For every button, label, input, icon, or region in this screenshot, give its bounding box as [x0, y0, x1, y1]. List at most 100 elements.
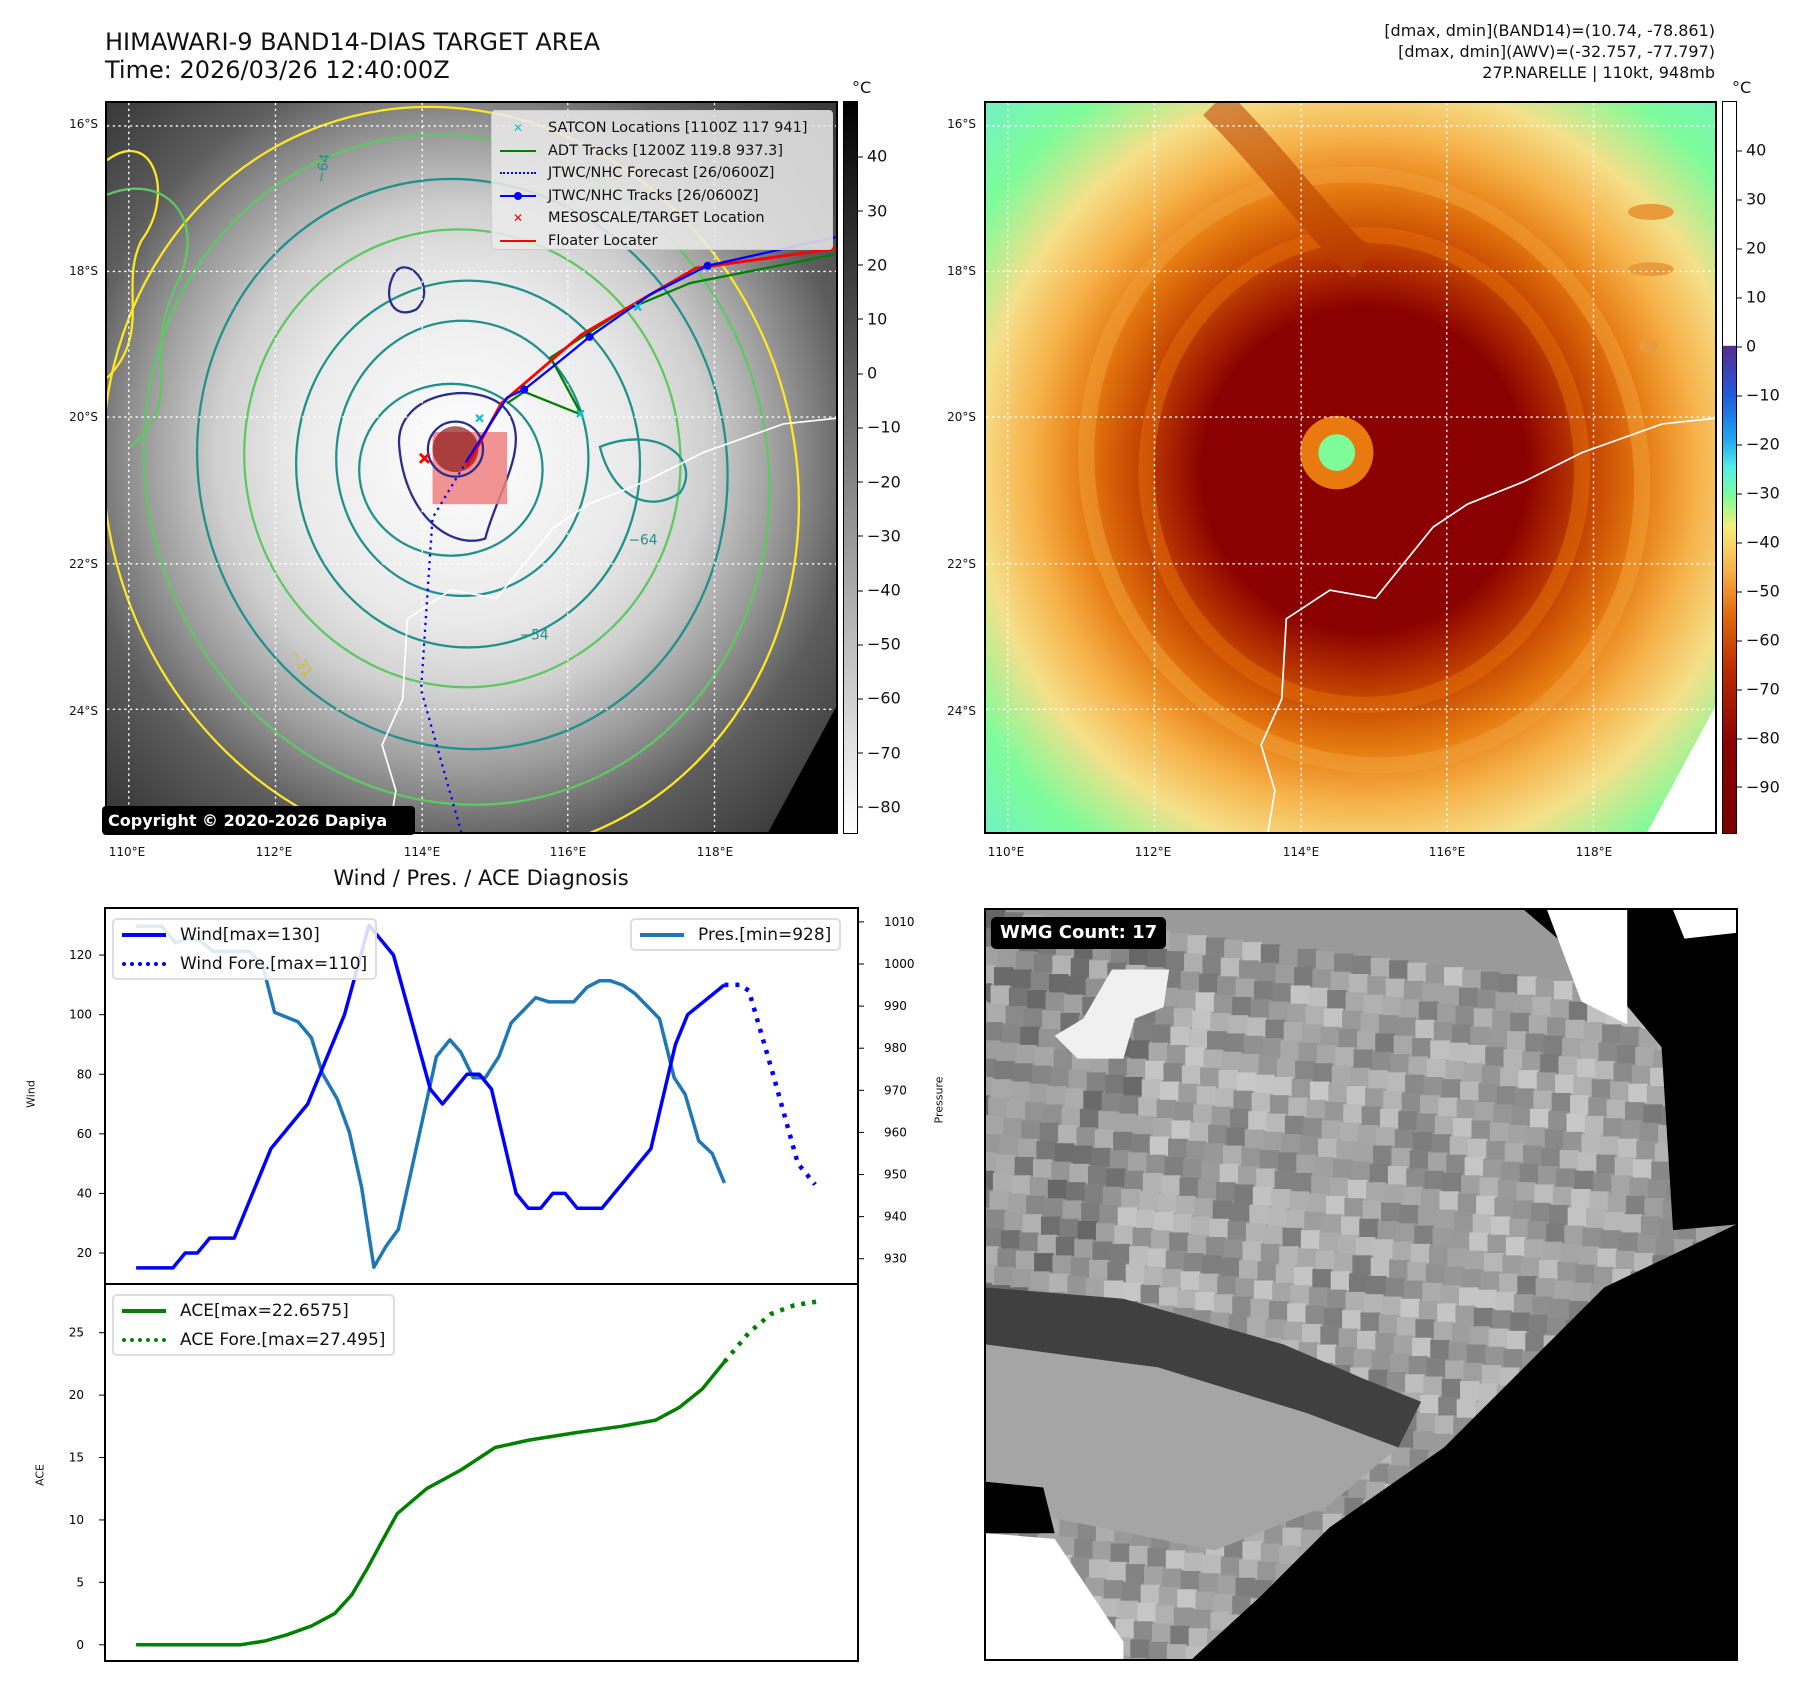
wmg-pixel [997, 1248, 1017, 1268]
lat-label: 22°S [69, 557, 98, 571]
wmg-pixel [1195, 992, 1216, 1012]
wmg-pixel [1226, 1127, 1246, 1147]
wmg-pixel [1485, 1047, 1505, 1067]
wmg-pixel [1265, 1319, 1285, 1339]
wmg-pixel [1197, 1179, 1218, 1200]
wmg-pixel [986, 1264, 996, 1284]
wind-tick-label: 60 [77, 1127, 92, 1141]
awv-colorbar-unit: °C [1732, 78, 1752, 97]
wmg-pixel [1398, 1111, 1418, 1131]
wmg-pixel [1365, 1088, 1385, 1108]
wmg-pixel [1438, 1397, 1458, 1417]
graticule [986, 103, 1715, 832]
wmg-pixel [1316, 1344, 1337, 1364]
wmg-pixel [1000, 1230, 1021, 1250]
wmg-pixel [1232, 1296, 1252, 1316]
wmg-pixel [1228, 1314, 1249, 1335]
wmg-pixel [1079, 1108, 1100, 1129]
legend-item-wind-forecast: Wind Fore.[max=110] [114, 949, 375, 978]
wmg-pixel [1200, 1067, 1220, 1088]
wmg-pixel [1174, 1102, 1195, 1122]
wmg-pixel [1515, 1088, 1535, 1108]
wmg-pixel [1168, 1138, 1188, 1159]
wmg-pixel [1140, 1285, 1161, 1305]
wmg-pixel [1518, 1070, 1538, 1090]
wmg-pixel [1584, 1115, 1605, 1136]
wmg-pixel [1059, 1518, 1079, 1538]
wmg-pixel [1280, 1040, 1300, 1060]
wmg-pixel [1458, 1287, 1479, 1307]
wmg-pixel [1271, 1189, 1291, 1209]
wmg-pixel [1145, 1060, 1165, 1081]
wmg-pixel [1370, 958, 1391, 978]
wmg-pixel [1371, 1351, 1392, 1371]
wmg-pixel [1308, 987, 1329, 1008]
wmg-pixel [1478, 1383, 1498, 1403]
wmg-pixel [1223, 1145, 1243, 1166]
wmg-pixel [1180, 1570, 1201, 1591]
wmg-pixel [1149, 1136, 1170, 1156]
wmg-pixel [1255, 1074, 1275, 1095]
wmg-pixel [1283, 1022, 1304, 1042]
wmg-pixel [1169, 1232, 1189, 1252]
legend-label: Pres.[min=928] [698, 924, 832, 945]
wmg-pixel [1011, 1175, 1031, 1195]
wmg-pixel [1533, 1090, 1553, 1111]
colorbar-tick-label: 30 [857, 201, 888, 221]
wmg-pixel [1021, 1120, 1041, 1140]
coastline [1260, 417, 1715, 832]
wmg-pixel [1257, 1262, 1277, 1282]
wmg-pixel [1651, 1161, 1671, 1182]
wmg-pixel [1632, 1159, 1653, 1179]
wmg-pixel [986, 1076, 993, 1097]
wmg-pixel [1147, 1548, 1167, 1568]
wmg-pixel [1636, 1140, 1656, 1161]
wmg-pixel [1338, 1328, 1359, 1348]
wmg-pixel [1444, 1266, 1464, 1287]
wmg-pixel [1170, 1625, 1190, 1646]
wmg-pixel [999, 1136, 1020, 1156]
wmg-pixel [1031, 1065, 1052, 1085]
wmg-pixel [1495, 1291, 1516, 1312]
wmg-pixel [1065, 1088, 1085, 1108]
wmg-pixel [1401, 1092, 1422, 1113]
wmg-pixel [1629, 1177, 1649, 1198]
wmg-pixel [986, 1115, 1005, 1136]
wmg-pixel [1161, 1175, 1181, 1195]
dotted-line-swatch [122, 1337, 166, 1342]
wmg-pixel [1213, 994, 1234, 1015]
lon-label: 116°E [1428, 845, 1466, 859]
wmg-pixel [1647, 1179, 1668, 1200]
wmg-pixel [1243, 1035, 1264, 1056]
wmg-pixel [1122, 1582, 1142, 1602]
wmg-pixel [1440, 985, 1461, 1005]
ace-legend: ACE[max=22.6575] ACE Fore.[max=27.495] [112, 1294, 396, 1356]
ace-line [136, 1360, 726, 1647]
legend-item: ✕ MESOSCALE/TARGET Location [500, 207, 765, 229]
colorbar-tick-label: −50 [1737, 581, 1780, 601]
wmg-pixel [1390, 1353, 1410, 1374]
wmg-pixel [1342, 1010, 1362, 1031]
wmg-pixel [1417, 1207, 1438, 1227]
wmg-pixel [1473, 1307, 1494, 1328]
wmg-pixel [1510, 1312, 1530, 1332]
wmg-pixel [1425, 964, 1446, 985]
wmg-pixel [1110, 944, 1131, 964]
wmg-pixel [1107, 1561, 1127, 1582]
wmg-pixel [1389, 1259, 1409, 1280]
wmg-pixel [1462, 1269, 1482, 1289]
wmg-pixel [1407, 1262, 1427, 1282]
wmg-pixel [1210, 1012, 1230, 1033]
wmg-pixel [1462, 969, 1482, 989]
wmg-pixel [1419, 1394, 1440, 1415]
wmg-pixel [1477, 990, 1497, 1010]
pressure-axis-label: Pressure [932, 1076, 946, 1124]
wmg-pixel [1253, 980, 1274, 1001]
wmg-pixel [1407, 962, 1427, 983]
wmg-pixel [1283, 1321, 1304, 1342]
wmg-pixel [1352, 1255, 1372, 1275]
wmg-pixel [996, 1154, 1016, 1175]
wmg-pixel [1171, 1120, 1191, 1140]
dotted-line-swatch [122, 961, 166, 966]
wmg-pixel [1242, 1241, 1262, 1262]
